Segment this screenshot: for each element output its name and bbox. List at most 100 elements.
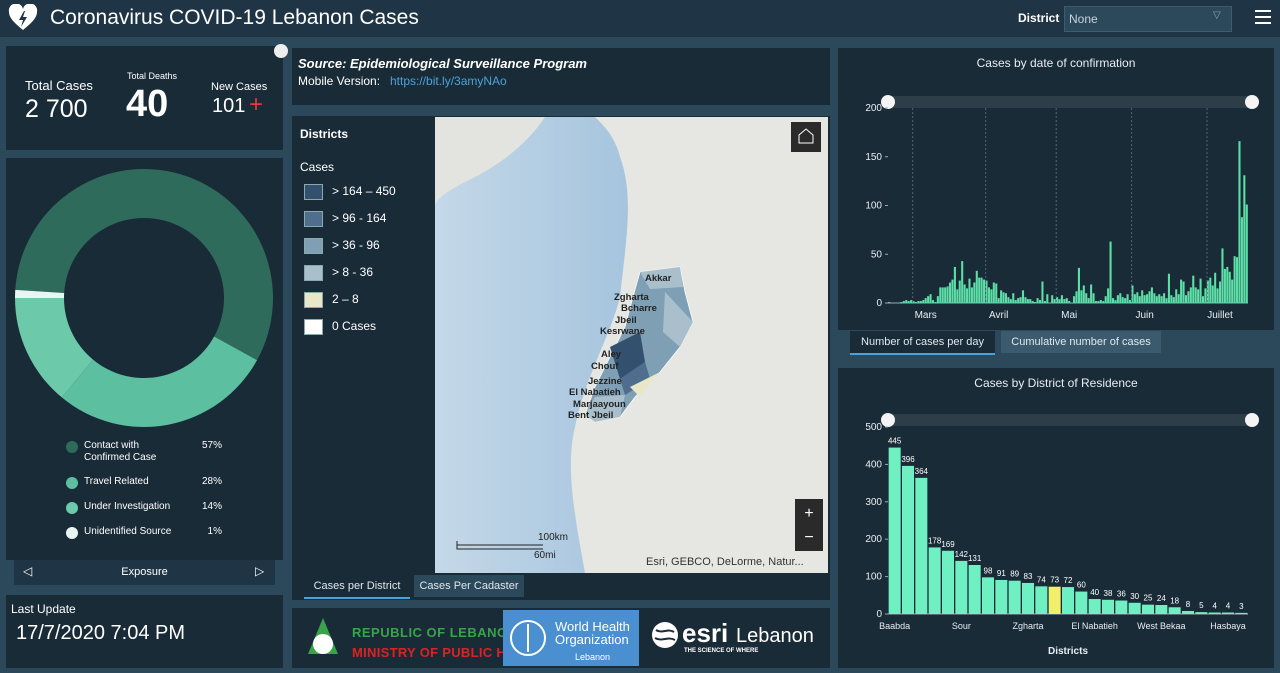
legend-title: Cases xyxy=(300,160,335,174)
bar xyxy=(905,300,908,303)
map-tab[interactable]: Cases Per Cadaster xyxy=(414,575,524,597)
map-tab[interactable]: Cases per District xyxy=(304,575,410,599)
bar xyxy=(1114,300,1117,303)
data-label: 445 xyxy=(888,437,902,446)
bar xyxy=(1233,256,1236,303)
logo-republic: REPUBLIC OF LEBANON xyxy=(352,625,518,640)
data-label: 5 xyxy=(1199,601,1204,610)
bar xyxy=(936,296,939,303)
bar xyxy=(1102,301,1105,303)
slider-handle[interactable] xyxy=(1245,95,1259,109)
donut-slice xyxy=(15,169,273,361)
bar xyxy=(912,301,915,303)
menu-button[interactable] xyxy=(1255,10,1271,24)
bar xyxy=(1141,290,1144,303)
bar xyxy=(907,301,910,303)
bar xyxy=(1009,299,1012,303)
bar xyxy=(1035,586,1048,614)
bar xyxy=(1128,602,1141,614)
bar xyxy=(992,282,995,303)
bar xyxy=(1168,607,1181,614)
data-label: 38 xyxy=(1104,589,1113,598)
data-label: 83 xyxy=(1024,572,1033,581)
bar xyxy=(915,477,928,614)
bar xyxy=(1065,298,1068,303)
legend-label: > 36 - 96 xyxy=(332,238,380,252)
x-tick-label: West Bekaa xyxy=(1137,621,1185,631)
bar xyxy=(1146,294,1149,303)
bar xyxy=(1201,296,1205,303)
slider-handle[interactable] xyxy=(1245,413,1259,427)
bar xyxy=(1116,295,1119,303)
bar xyxy=(995,283,998,303)
bar xyxy=(931,300,935,303)
district-select[interactable]: None ▽ xyxy=(1064,6,1232,32)
y-tick-label: 200 xyxy=(865,103,882,114)
data-label: 364 xyxy=(915,467,929,476)
legend-dot xyxy=(66,527,78,539)
bar xyxy=(1153,293,1156,303)
chart-tab[interactable]: Cumulative number of cases xyxy=(1001,331,1161,353)
y-tick-label: 400 xyxy=(865,459,882,470)
scale-km: 100km xyxy=(538,532,569,543)
data-label: 60 xyxy=(1077,581,1086,590)
district-label: Bent Jbeil xyxy=(568,410,614,421)
bar xyxy=(982,577,994,614)
bar xyxy=(1063,299,1066,303)
slider-handle[interactable] xyxy=(881,95,895,109)
district-label: Kesrwane xyxy=(600,326,645,337)
legend-label: 2 – 8 xyxy=(332,292,359,306)
bar xyxy=(1056,297,1059,303)
new-cases: 101 xyxy=(212,95,246,117)
bar xyxy=(1167,273,1170,303)
last-update-panel: Last Update 17/7/2020 7:04 PM xyxy=(6,595,283,668)
bar xyxy=(1014,300,1017,303)
bar xyxy=(946,286,949,303)
bar xyxy=(1209,277,1212,303)
bar xyxy=(1026,299,1029,303)
bar xyxy=(888,447,901,614)
y-tick-label: 300 xyxy=(865,497,882,508)
esri-country: Lebanon xyxy=(736,625,814,647)
total-deaths-label: Total Deaths xyxy=(127,71,178,81)
bar xyxy=(934,302,937,303)
district-label: Akkar xyxy=(645,273,672,284)
bar xyxy=(1046,294,1049,303)
range-slider xyxy=(886,96,1254,108)
expand-button[interactable] xyxy=(274,44,288,58)
chart-tab[interactable]: Number of cases per day xyxy=(850,331,995,355)
legend-label: > 8 - 36 xyxy=(332,265,374,279)
total-cases-label: Total Cases xyxy=(25,78,93,93)
legend-swatch xyxy=(304,238,323,254)
bar xyxy=(953,266,956,303)
bar xyxy=(1199,278,1202,303)
bar xyxy=(1131,285,1134,303)
data-label: 8 xyxy=(1186,600,1191,609)
bar xyxy=(1214,272,1217,303)
district-label: Jbeil xyxy=(615,315,637,326)
bar xyxy=(1043,301,1046,303)
bar xyxy=(902,465,914,614)
prev-button[interactable]: ◁ xyxy=(23,564,33,578)
bar xyxy=(888,302,891,303)
legend-heading: Districts xyxy=(300,127,349,141)
data-label: 89 xyxy=(1010,570,1019,579)
bar xyxy=(1115,600,1128,614)
bar xyxy=(900,302,903,303)
mobile-link[interactable]: https://bit.ly/3amyNAo xyxy=(390,74,507,88)
bar xyxy=(1124,298,1127,303)
next-button[interactable]: ▷ xyxy=(255,564,265,578)
y-tick-label: 0 xyxy=(876,609,882,620)
legend-label: Unidentified Source xyxy=(84,526,172,537)
bar xyxy=(1051,295,1054,303)
data-label: 131 xyxy=(968,554,982,563)
bar xyxy=(914,302,918,303)
bar xyxy=(941,287,944,303)
bar xyxy=(983,279,986,303)
bar xyxy=(1092,293,1095,303)
bar xyxy=(1121,297,1124,303)
legend-label: Under Investigation xyxy=(84,501,171,512)
slider-handle[interactable] xyxy=(881,413,895,427)
district-label: Aley xyxy=(601,349,622,360)
esri-name: esri xyxy=(682,618,729,648)
